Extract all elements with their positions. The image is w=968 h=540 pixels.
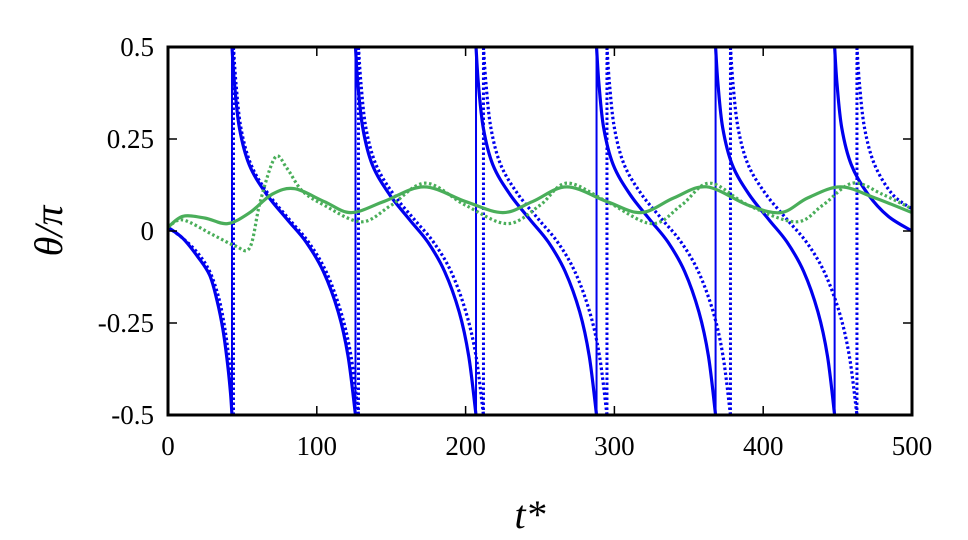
- y-tick-label: 0: [141, 216, 155, 246]
- ticks-layer: 0 100 200 300 400 500 0.5 0.25 0 -0.25 -0.5: [98, 32, 933, 461]
- y-tick-label: -0.5: [111, 400, 154, 430]
- series-0-solid: [168, 47, 912, 415]
- x-tick-label: 400: [743, 431, 784, 461]
- series-line-segment: [356, 47, 486, 415]
- series-line-segment: [474, 47, 599, 415]
- series-line-segment: [855, 47, 912, 211]
- series-line-segment: [168, 154, 912, 253]
- series-line-segment: [481, 47, 609, 415]
- x-tick-label: 500: [892, 431, 933, 461]
- series-3-dotted: [168, 154, 912, 253]
- series-line-segment: [833, 47, 912, 233]
- x-axis-label: t*: [514, 492, 545, 537]
- series-line-segment: [230, 47, 358, 415]
- series-line-segment: [353, 47, 478, 415]
- series-line-segment: [605, 47, 733, 415]
- series-layer: [168, 47, 912, 415]
- x-tick-label: 0: [161, 431, 175, 461]
- y-tick-label: 0.5: [120, 32, 154, 62]
- series-line-segment: [728, 47, 859, 415]
- x-tick-label: 300: [594, 431, 635, 461]
- series-line-segment: [713, 47, 837, 415]
- y-axis-label: θ/π: [26, 205, 71, 257]
- series-1-dotted: [168, 47, 912, 415]
- series-line-segment: [231, 47, 361, 415]
- x-tick-label: 100: [297, 431, 338, 461]
- series-2-solid: [168, 185, 912, 229]
- y-tick-label: 0.25: [107, 124, 154, 154]
- series-line-segment: [594, 47, 718, 415]
- series-line-segment: [168, 226, 234, 415]
- series-line-segment: [168, 185, 912, 229]
- x-tick-label: 200: [445, 431, 486, 461]
- y-tick-label: -0.25: [98, 308, 154, 338]
- series-line-segment: [168, 226, 236, 415]
